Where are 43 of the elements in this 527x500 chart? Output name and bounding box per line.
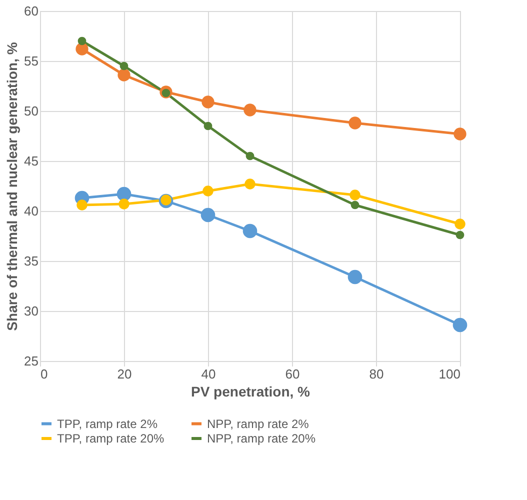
point <box>204 122 212 130</box>
point <box>454 218 466 230</box>
y-tick-label: 25 <box>24 354 38 368</box>
point <box>78 36 86 46</box>
legend-label: TPP, ramp rate 20% <box>57 432 164 446</box>
point <box>348 116 362 130</box>
point <box>350 200 360 210</box>
x-tick-label: 0 <box>40 366 48 382</box>
x-axis-title: PV penetration, % <box>190 384 311 400</box>
y-tick-label: 45 <box>24 154 38 168</box>
point <box>242 224 258 238</box>
point <box>350 190 360 200</box>
y-tick-label: 55 <box>24 54 38 68</box>
point <box>76 42 88 56</box>
point <box>116 186 132 202</box>
y-axis-title: Share of thermal and nuclear generation, % <box>4 42 20 331</box>
point <box>118 68 130 82</box>
point <box>202 96 214 108</box>
legend-label: TPP, ramp rate 2% <box>57 416 158 431</box>
point <box>456 230 464 240</box>
x-tick-label: 40 <box>201 366 216 382</box>
legend-label: NPP, ramp rate 2% <box>207 416 310 431</box>
point <box>348 270 362 284</box>
point <box>244 178 256 190</box>
y-tick-label: 30 <box>24 304 38 318</box>
x-tick-label: 80 <box>369 366 384 382</box>
point <box>454 128 466 140</box>
point <box>452 318 468 332</box>
y-tick-label: 40 <box>24 204 38 218</box>
point <box>244 104 256 116</box>
y-tick-label: 50 <box>24 104 38 118</box>
point <box>120 62 128 70</box>
y-tick-label: 60 <box>24 4 38 18</box>
point <box>246 152 254 160</box>
x-tick-label: 60 <box>285 366 300 382</box>
x-tick-label: 100 <box>438 366 460 382</box>
x-tick-label: 20 <box>117 366 132 382</box>
y-tick-label: 35 <box>24 254 38 268</box>
point <box>200 208 216 222</box>
point <box>118 198 130 210</box>
point <box>76 200 88 210</box>
legend-label: NPP, ramp rate 20% <box>207 432 316 446</box>
point <box>202 186 214 196</box>
